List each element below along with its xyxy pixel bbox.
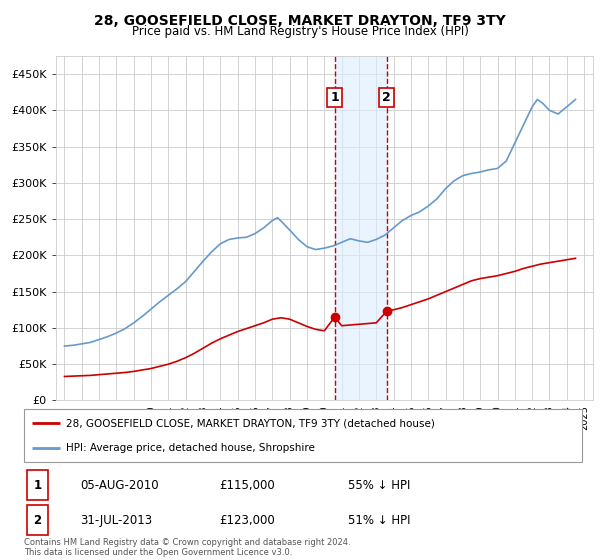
- Bar: [335, 56, 386, 400]
- Text: £123,000: £123,000: [220, 514, 275, 526]
- Text: 05-AUG-2010: 05-AUG-2010: [80, 479, 158, 492]
- Text: 2: 2: [34, 514, 41, 526]
- FancyBboxPatch shape: [27, 470, 48, 500]
- FancyBboxPatch shape: [24, 409, 582, 462]
- Text: 1: 1: [331, 91, 339, 104]
- Text: 28, GOOSEFIELD CLOSE, MARKET DRAYTON, TF9 3TY: 28, GOOSEFIELD CLOSE, MARKET DRAYTON, TF…: [94, 14, 506, 28]
- Text: 55% ↓ HPI: 55% ↓ HPI: [347, 479, 410, 492]
- Text: 1: 1: [34, 479, 41, 492]
- Text: 31-JUL-2013: 31-JUL-2013: [80, 514, 152, 526]
- Text: 2: 2: [382, 91, 391, 104]
- Text: Price paid vs. HM Land Registry's House Price Index (HPI): Price paid vs. HM Land Registry's House …: [131, 25, 469, 38]
- Text: HPI: Average price, detached house, Shropshire: HPI: Average price, detached house, Shro…: [66, 442, 315, 452]
- FancyBboxPatch shape: [27, 505, 48, 535]
- Text: Contains HM Land Registry data © Crown copyright and database right 2024.
This d: Contains HM Land Registry data © Crown c…: [24, 538, 350, 557]
- Text: 51% ↓ HPI: 51% ↓ HPI: [347, 514, 410, 526]
- Text: 28, GOOSEFIELD CLOSE, MARKET DRAYTON, TF9 3TY (detached house): 28, GOOSEFIELD CLOSE, MARKET DRAYTON, TF…: [66, 418, 435, 428]
- Text: £115,000: £115,000: [220, 479, 275, 492]
